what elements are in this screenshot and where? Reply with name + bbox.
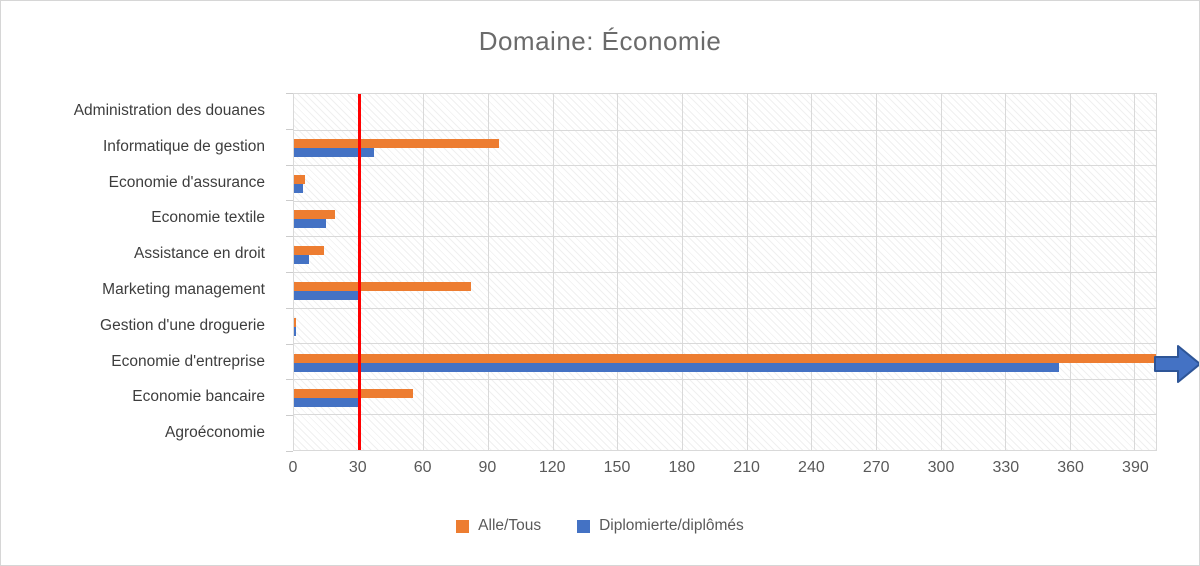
y-gridline xyxy=(294,414,1156,416)
y-axis-tick xyxy=(286,236,293,238)
x-tick-label: 60 xyxy=(413,459,432,476)
category-label: Economie bancaire xyxy=(132,388,265,406)
legend: Alle/Tous Diplomierte/diplômés xyxy=(1,517,1199,535)
x-tick-label: 180 xyxy=(668,459,696,476)
bar-diplomes[interactable] xyxy=(294,219,327,229)
category-label: Informatique de gestion xyxy=(103,137,265,155)
y-axis-tick xyxy=(286,272,293,273)
x-tick-label: 90 xyxy=(478,459,497,476)
legend-label: Diplomierte/diplômés xyxy=(599,517,744,534)
bar-alle-tous[interactable] xyxy=(294,174,305,184)
x-tick-label: 120 xyxy=(538,459,566,476)
x-tick-label: 270 xyxy=(862,459,890,476)
y-gridline xyxy=(294,129,1156,131)
x-axis-labels: 0 30 60 90 120 150 180 210 240 270 300 330 360 390 xyxy=(1,459,1199,483)
x-tick-label: 210 xyxy=(733,459,760,476)
bar-diplomes[interactable] xyxy=(294,147,374,157)
y-axis-labels: Administration des douanes Informatique d… xyxy=(1,93,279,451)
category-label: Economie d'assurance xyxy=(108,173,265,191)
y-axis-tick xyxy=(286,451,293,452)
legend-item[interactable]: Diplomierte/diplômés xyxy=(577,517,744,535)
legend-label: Alle/Tous xyxy=(478,517,542,534)
legend-item[interactable]: Alle/Tous xyxy=(456,517,541,535)
bar-alle-tous[interactable] xyxy=(294,281,471,291)
chart-title[interactable]: Domaine: Économie xyxy=(478,26,722,56)
y-gridline xyxy=(294,200,1156,202)
legend-swatch-icon xyxy=(577,519,591,533)
y-axis-tick xyxy=(286,343,293,345)
y-gridline xyxy=(294,165,1156,167)
reference-line xyxy=(357,94,361,450)
x-tick-label: 30 xyxy=(348,459,367,476)
y-gridline xyxy=(294,272,1156,273)
y-axis-tick xyxy=(286,128,293,130)
bar-alle-tous[interactable] xyxy=(294,317,297,327)
category-label: Economie d'entreprise xyxy=(111,352,265,370)
bar-alle-tous[interactable] xyxy=(294,246,325,256)
category-label: Administration des douanes xyxy=(73,102,265,119)
category-label: Marketing management xyxy=(102,281,265,298)
bar-diplomes[interactable] xyxy=(294,183,303,193)
y-gridline xyxy=(294,236,1156,238)
y-axis-tick xyxy=(286,200,293,202)
overflow-arrow-icon[interactable] xyxy=(1154,343,1200,385)
plot-area xyxy=(293,93,1157,451)
bar-diplomes[interactable] xyxy=(294,326,297,336)
y-axis-tick xyxy=(286,164,293,166)
y-gridline xyxy=(294,378,1156,380)
legend-swatch-icon xyxy=(456,519,470,533)
y-gridline xyxy=(294,307,1156,309)
x-tick-label: 0 xyxy=(288,459,298,476)
category-label: Economie textile xyxy=(151,209,265,227)
x-tick-label: 240 xyxy=(798,459,825,476)
x-tick-label: 300 xyxy=(927,459,955,476)
bar-diplomes[interactable] xyxy=(294,362,1060,372)
y-axis-tick xyxy=(286,307,293,309)
y-axis-tick xyxy=(286,415,293,417)
y-axis-tick xyxy=(286,379,293,381)
category-label: Agroéconomie xyxy=(165,424,265,442)
x-tick-label: 390 xyxy=(1122,459,1149,476)
bar-alle-tous[interactable] xyxy=(294,138,499,148)
bar-alle-tous[interactable] xyxy=(294,353,1156,363)
x-tick-label: 330 xyxy=(992,459,1020,476)
bar-diplomes[interactable] xyxy=(294,255,310,265)
bar-diplomes[interactable] xyxy=(294,290,361,300)
category-label: Gestion d'une droguerie xyxy=(100,316,265,334)
bar-alle-tous[interactable] xyxy=(294,389,413,399)
x-tick-label: 150 xyxy=(603,459,631,476)
category-label: Assistance en droit xyxy=(134,245,265,263)
bar-diplomes[interactable] xyxy=(294,398,359,408)
bar-alle-tous[interactable] xyxy=(294,210,335,220)
x-tick-label: 360 xyxy=(1057,459,1084,476)
y-gridline xyxy=(294,343,1156,345)
y-axis-tick xyxy=(286,93,293,94)
